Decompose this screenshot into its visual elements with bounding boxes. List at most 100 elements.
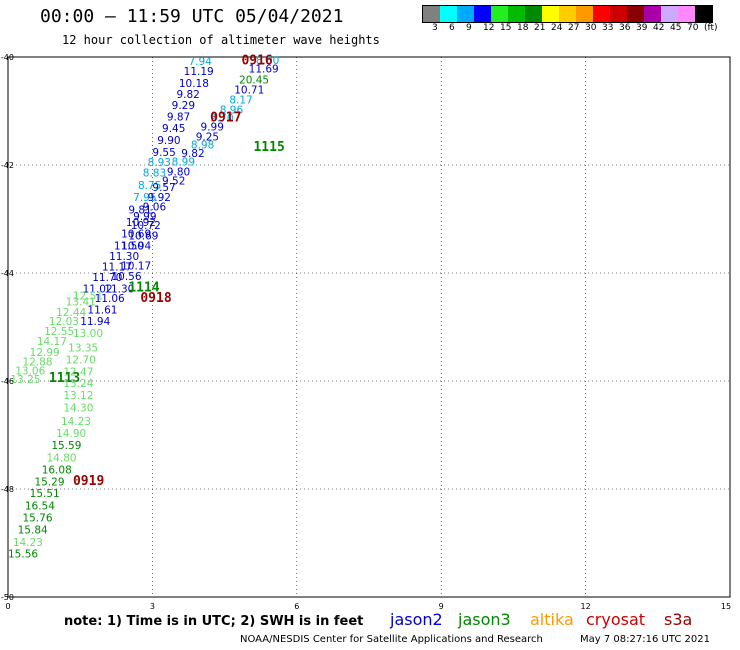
colorbar-swatch <box>525 6 542 22</box>
wave-height-value: 9.29 <box>172 100 195 112</box>
y-tick-label: -50 <box>1 593 14 602</box>
wave-height-value: 7.94 <box>189 56 213 68</box>
colorbar-label: 45 <box>670 23 682 33</box>
wave-height-value: 9.70 <box>210 112 233 124</box>
wave-height-value: 8.00 <box>256 55 279 67</box>
wave-height-value: 10.18 <box>179 78 209 90</box>
pass-time-label: 1114 <box>128 281 159 296</box>
colorbar-label: 3 <box>432 23 438 33</box>
colorbar-swatch <box>542 6 559 22</box>
wave-height-value: 8.98 <box>191 139 214 151</box>
map-title: 00:00 – 11:59 UTC 05/04/2021 <box>40 6 344 27</box>
wave-height-value: 11.61 <box>87 305 117 317</box>
wave-height-value: 15.59 <box>51 440 81 452</box>
pass-time-label: 1115 <box>253 140 284 155</box>
wave-height-value: 14.30 <box>63 402 93 414</box>
wave-height-value: 9.81 <box>128 205 151 217</box>
colorbar-swatch <box>644 6 661 22</box>
pass-time-label: 1113 <box>49 371 80 386</box>
wave-height-value: 11.06 <box>95 293 125 305</box>
wave-height-value: 9.55 <box>152 147 175 159</box>
wave-height-value: 13.00 <box>73 328 103 340</box>
wave-height-value: 9.06 <box>143 202 167 214</box>
wave-height-value: 8.96 <box>220 104 244 116</box>
units-note: note: 1) Time is in UTC; 2) SWH is in fe… <box>64 614 364 629</box>
wave-height-value: 10.71 <box>234 84 264 96</box>
wave-height-value: 9.57 <box>152 182 175 194</box>
colorbar-label: 21 <box>534 23 546 33</box>
wave-height-value: 7.95 <box>133 192 156 204</box>
wave-height-value: 13.41 <box>66 297 96 309</box>
colorbar-swatch <box>508 6 525 22</box>
wave-height-value: 12.88 <box>22 356 52 368</box>
colorbar-swatch <box>661 6 678 22</box>
wave-height-value: 20.45 <box>239 75 269 87</box>
wave-height-value: 8.93 <box>148 157 171 169</box>
wave-height-value: 9.99 <box>133 211 156 223</box>
wave-height-value: 15.29 <box>34 476 64 488</box>
colorbar-swatch <box>678 6 695 22</box>
colorbar-swatch <box>457 6 474 22</box>
wave-height-value: 9.25 <box>196 131 219 143</box>
wave-height-value: 14.90 <box>56 428 86 440</box>
wave-height-value: 10.69 <box>121 229 151 241</box>
y-tick-label: -44 <box>1 269 14 278</box>
colorbar-label: 27 <box>568 23 580 33</box>
wave-height-value: 10.72 <box>131 220 161 232</box>
colorbar-swatch <box>559 6 576 22</box>
colorbar-swatch <box>440 6 457 22</box>
colorbar-label: 33 <box>602 23 614 33</box>
wave-height-value: 11.30 <box>104 284 134 296</box>
wave-height-value: 9.45 <box>162 123 185 135</box>
wave-height-value: 16.54 <box>25 501 55 513</box>
colorbar-label: 70 <box>687 23 699 33</box>
colorbar-swatch <box>593 6 610 22</box>
colorbar-label: 39 <box>636 23 648 33</box>
wave-height-value: 8.75 <box>138 180 161 192</box>
wave-height-value: 10.17 <box>121 260 151 272</box>
legend-item-s3a: s3a <box>664 610 693 629</box>
wave-height-value: 8.17 <box>229 95 252 107</box>
wave-height-value: 13.35 <box>68 342 98 354</box>
wave-height-value: 11.70 <box>92 272 122 284</box>
wave-height-value: 14.80 <box>47 453 77 465</box>
wave-height-value: 10.69 <box>128 231 158 243</box>
wave-height-value: 12.99 <box>30 347 60 359</box>
y-tick-label: -40 <box>1 53 14 62</box>
colorbar-label: 9 <box>466 23 472 33</box>
x-tick-label: 12 <box>581 602 591 611</box>
x-tick-label: 0 <box>5 602 10 611</box>
wave-height-value: 11.50 <box>114 240 144 252</box>
wave-height-value: 13.06 <box>15 366 45 378</box>
legend-item-jason2: jason2 <box>390 610 443 629</box>
x-tick-label: 3 <box>150 602 155 611</box>
colorbar-swatch <box>695 6 712 22</box>
wave-height-value: 16.08 <box>42 464 72 476</box>
pass-time-label: 0918 <box>140 291 171 306</box>
pass-time-label: 0917 <box>210 110 241 125</box>
colorbar-swatch <box>474 6 491 22</box>
colorbar-swatch <box>627 6 644 22</box>
wave-height-value: 12.03 <box>49 316 79 328</box>
colorbar-label: 36 <box>619 23 631 33</box>
colorbar-swatch <box>491 6 508 22</box>
colorbar-label: 42 <box>653 23 665 33</box>
wave-height-value: 15.76 <box>22 513 52 525</box>
map-border <box>7 56 731 598</box>
wave-height-value: 10.56 <box>111 271 141 283</box>
y-tick-label: -46 <box>1 377 14 386</box>
colorbar-label: 12 <box>483 23 495 33</box>
legend-item-cryosat: cryosat <box>586 610 646 629</box>
legend-item-altika: altika <box>530 610 574 629</box>
wave-height-value: 12.47 <box>63 367 93 379</box>
wave-height-value: 15.56 <box>8 549 38 561</box>
x-tick-label: 6 <box>294 602 299 611</box>
wave-height-value: 9.92 <box>148 192 171 204</box>
colorbar-label: 30 <box>585 23 597 33</box>
wave-height-value: 10.94 <box>121 240 151 252</box>
colorbar-swatch <box>610 6 627 22</box>
wave-height-value: 12.51 <box>73 291 103 303</box>
colorbar-label: 15 <box>500 23 512 33</box>
wave-height-value: 13.24 <box>63 378 93 390</box>
